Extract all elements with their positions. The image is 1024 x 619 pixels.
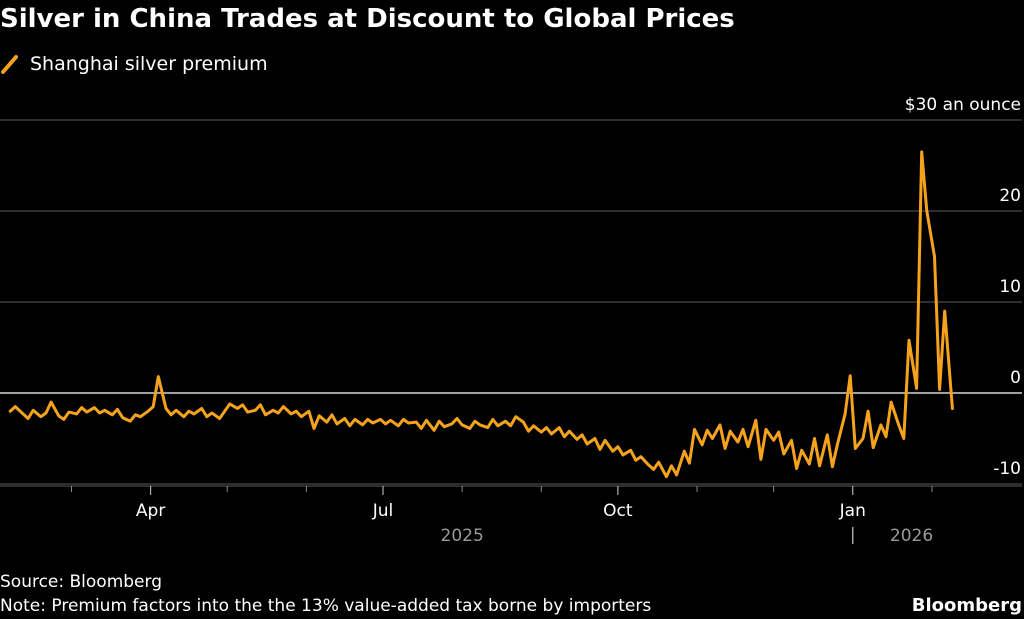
x-year-label: 2025 xyxy=(441,526,484,546)
legend-line-swatch-icon xyxy=(1,55,18,74)
y-tick-label: 0 xyxy=(1010,368,1021,388)
y-tick-label: 10 xyxy=(999,277,1021,297)
source-text: Source: Bloomberg xyxy=(0,572,162,592)
x-tick-label: Jan xyxy=(839,501,866,521)
x-year-label: 2026 xyxy=(890,526,933,546)
note-text: Note: Premium factors into the the 13% v… xyxy=(0,596,652,616)
x-tick-label: Oct xyxy=(603,501,633,521)
x-tick-label: Apr xyxy=(136,501,165,521)
chart-title: Silver in China Trades at Discount to Gl… xyxy=(0,4,735,34)
x-tick-label: Jul xyxy=(372,501,394,521)
y-axis-unit-label: $30 an ounce xyxy=(905,95,1021,115)
y-tick-label: 20 xyxy=(999,186,1021,206)
line-chart: $30 an ounce -10 0 10 20 Apr Jul Oct Jan 2025 2026 xyxy=(0,95,1022,546)
y-tick-label: -10 xyxy=(993,459,1021,479)
legend-series-label: Shanghai silver premium xyxy=(30,53,268,75)
bloomberg-logo: Bloomberg xyxy=(911,595,1022,616)
legend: Shanghai silver premium xyxy=(0,52,268,76)
series-line-shanghai-silver-premium xyxy=(8,150,954,479)
